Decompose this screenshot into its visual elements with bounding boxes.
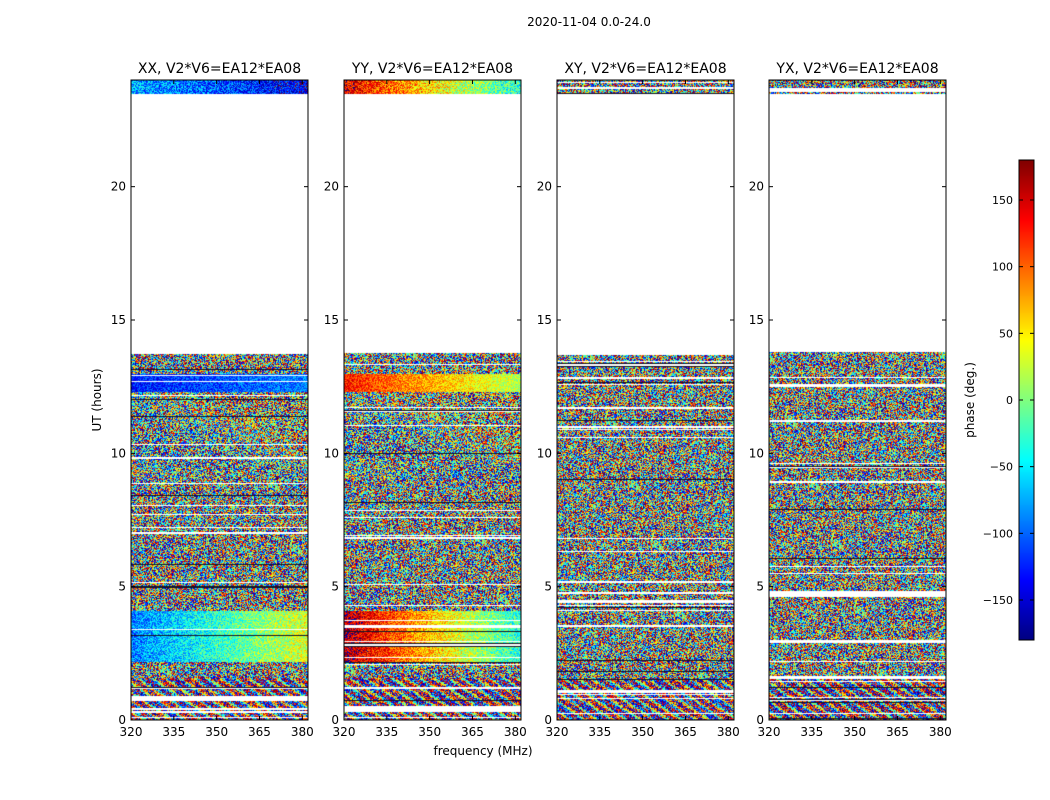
x-axis-label: frequency (MHz) [433,744,532,758]
y-tick-label: 0 [544,713,552,727]
x-tick-label: 365 [674,725,697,739]
x-tick-label: 380 [929,725,952,739]
x-tick-label: 380 [291,725,314,739]
y-tick-label: 15 [537,313,552,327]
colorbar-tick-label: 100 [992,261,1013,274]
y-tick-label: 0 [331,713,339,727]
x-tick-label: 365 [461,725,484,739]
panel-title: XX, V2*V6=EA12*EA08 [138,61,301,77]
y-tick-label: 20 [537,180,552,194]
y-tick-label: 5 [544,580,552,594]
figure-title: 2020-11-04 0.0-24.0 [527,15,651,29]
y-axis-label: UT (hours) [90,368,104,431]
heatmap-xy [557,80,734,720]
y-tick-label: 0 [118,713,126,727]
colorbar-tick-label: −100 [983,527,1013,540]
colorbar-tick-label: −50 [990,461,1013,474]
heatmap-yx [769,80,946,720]
colorbar: 150 100 50 0 −50 −100 −150 [983,159,1035,641]
panel-xx: XX, V2*V6=EA12*EA08 320 335 350 365 380 0 5 10 15… [111,61,314,739]
panel-title: YY, V2*V6=EA12*EA08 [351,61,513,77]
x-tick-label: 320 [333,725,356,739]
colorbar-tick-label: 150 [992,194,1013,207]
y-tick-label: 5 [756,580,764,594]
colorbar-gradient [1019,160,1034,640]
x-tick-label: 365 [886,725,909,739]
colorbar-tick-label: 0 [1006,394,1013,407]
y-tick-label: 5 [331,580,339,594]
panel-yx: YX, V2*V6=EA12*EA08 320 335 350 365 380 0 5 10 15… [749,61,952,739]
axes-frame [768,79,947,721]
y-tick-label: 10 [111,446,126,460]
x-tick-label: 350 [205,725,228,739]
y-tick-label: 10 [749,446,764,460]
panel-xy: XY, V2*V6=EA12*EA08 320 335 350 365 380 0 5 10 15… [537,61,740,739]
colorbar-tick-label: −150 [983,594,1013,607]
colorbar-tick-label: 50 [999,327,1013,340]
y-tick-label: 20 [324,180,339,194]
axes-frame [343,79,522,721]
y-tick-label: 5 [118,580,126,594]
x-tick-label: 320 [546,725,569,739]
y-tick-label: 20 [111,180,126,194]
x-tick-label: 335 [375,725,398,739]
y-tick-label: 20 [749,180,764,194]
x-tick-label: 350 [418,725,441,739]
panels-group: XX, V2*V6=EA12*EA08 320 335 350 365 380 0 5 10 15… [111,61,952,739]
y-tick-label: 15 [749,313,764,327]
y-tick-label: 10 [324,446,339,460]
heatmap-xx [131,80,308,720]
x-tick-label: 350 [843,725,866,739]
y-tick-label: 10 [537,446,552,460]
colorbar-label: phase (deg.) [963,362,977,438]
x-tick-label: 380 [717,725,740,739]
x-tick-label: 365 [248,725,271,739]
y-tick-label: 15 [324,313,339,327]
x-tick-label: 320 [758,725,781,739]
x-tick-label: 350 [631,725,654,739]
panel-yy: YY, V2*V6=EA12*EA08 320 335 350 365 380 0 5 10 15… [324,61,527,739]
x-tick-label: 335 [800,725,823,739]
x-tick-label: 335 [588,725,611,739]
heatmap-yy [344,80,521,720]
axes-frame [130,79,309,721]
x-tick-label: 320 [120,725,143,739]
x-tick-label: 380 [504,725,527,739]
y-tick-label: 15 [111,313,126,327]
panel-title: XY, V2*V6=EA12*EA08 [564,61,726,77]
x-tick-label: 335 [162,725,185,739]
panel-title: YX, V2*V6=EA12*EA08 [775,61,938,77]
axes-frame [556,79,735,721]
y-tick-label: 0 [756,713,764,727]
